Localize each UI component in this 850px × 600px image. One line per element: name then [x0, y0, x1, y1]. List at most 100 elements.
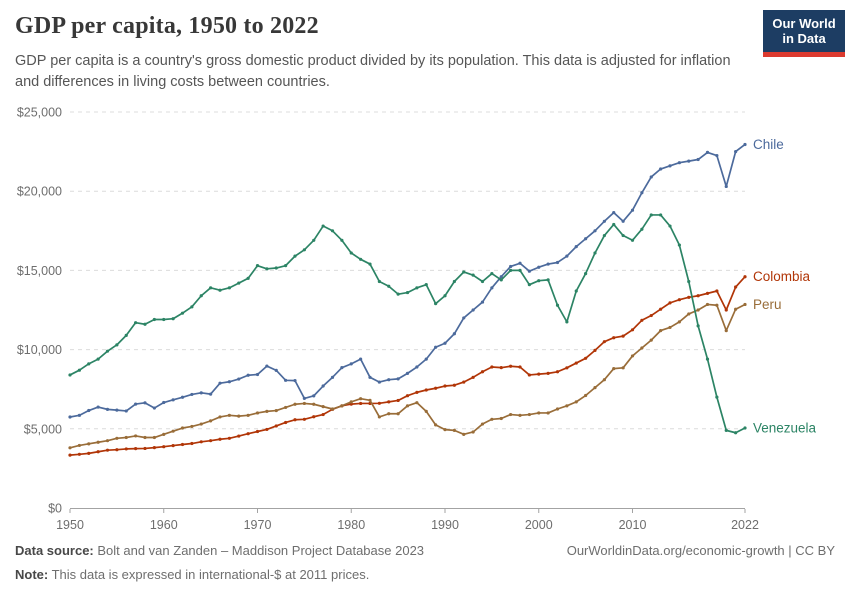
point-chile-2004 [574, 245, 578, 249]
point-chile-1954 [105, 407, 110, 411]
point-peru-1994 [480, 422, 485, 426]
point-colombia-2001 [546, 371, 550, 375]
point-chile-2001 [546, 262, 550, 266]
point-peru-1964 [199, 422, 203, 426]
y-tick-label-5000: $5,000 [24, 422, 62, 436]
point-venezuela-2001 [546, 278, 550, 282]
point-chile-2010 [630, 208, 635, 212]
point-chile-1976 [312, 394, 316, 398]
point-peru-1980 [349, 400, 353, 404]
data-source-line: Data source: Bolt and van Zanden – Maddi… [15, 543, 424, 558]
point-colombia-1970 [255, 429, 260, 434]
point-chile-1993 [471, 308, 475, 312]
point-colombia-1952 [87, 451, 91, 455]
line-peru[interactable] [69, 303, 746, 449]
point-chile-2018 [705, 150, 710, 154]
point-colombia-2013 [659, 307, 663, 311]
point-peru-1993 [471, 430, 475, 434]
point-colombia-1951 [77, 452, 81, 456]
point-chile-1975 [302, 396, 306, 400]
point-chile-1953 [96, 405, 100, 409]
point-chile-2003 [565, 254, 569, 258]
series-label-colombia[interactable]: Colombia [753, 269, 811, 284]
series-chile[interactable] [68, 142, 747, 419]
owid-logo[interactable]: Our World in Data [763, 10, 845, 57]
point-peru-1960 [162, 432, 166, 436]
logo-line-1: Our World [772, 16, 836, 31]
point-venezuela-1998 [518, 268, 522, 272]
point-venezuela-1979 [340, 238, 344, 242]
line-chile[interactable] [69, 143, 746, 418]
point-peru-1984 [387, 412, 391, 416]
y-tick-label-15000: $15,000 [17, 264, 62, 278]
point-chile-1986 [405, 371, 410, 375]
note-text: This data is expressed in international-… [48, 567, 370, 582]
series-colombia[interactable] [68, 275, 747, 457]
point-chile-2000 [537, 265, 541, 269]
point-colombia-1957 [134, 447, 138, 451]
point-peru-1981 [359, 397, 363, 401]
point-venezuela-2022 [743, 426, 747, 430]
series-venezuela[interactable] [68, 213, 747, 435]
point-venezuela-1971 [265, 267, 269, 271]
point-peru-2022 [743, 302, 747, 307]
point-peru-2019 [715, 303, 719, 307]
point-venezuela-1952 [87, 362, 91, 366]
owid-url-license[interactable]: OurWorldinData.org/economic-growth | CC … [566, 543, 835, 558]
point-peru-2021 [734, 307, 738, 311]
point-peru-1953 [96, 440, 100, 444]
point-venezuela-1972 [274, 266, 278, 270]
point-venezuela-1954 [105, 349, 110, 353]
point-chile-1987 [415, 365, 419, 369]
chart-subtitle: GDP per capita is a country's gross dome… [15, 53, 731, 90]
point-peru-1966 [218, 415, 222, 419]
point-colombia-2017 [696, 294, 700, 298]
point-colombia-2009 [621, 334, 625, 338]
point-colombia-1950 [68, 453, 72, 457]
point-colombia-1969 [246, 432, 250, 436]
point-venezuela-1966 [218, 288, 222, 292]
point-peru-1955 [115, 436, 119, 440]
point-colombia-2018 [705, 291, 710, 295]
y-tick-label-0: $0 [48, 502, 62, 516]
series-label-peru[interactable]: Peru [753, 297, 782, 312]
point-peru-1996 [499, 416, 503, 421]
point-chile-2016 [687, 159, 691, 163]
point-venezuela-1977 [321, 224, 325, 228]
point-colombia-2003 [565, 366, 569, 370]
point-peru-1965 [209, 419, 213, 423]
point-peru-2013 [659, 328, 663, 333]
point-venezuela-1980 [349, 251, 353, 255]
data-source-text: Bolt and van Zanden – Maddison Project D… [93, 543, 425, 558]
point-peru-1985 [396, 412, 400, 416]
point-colombia-1963 [190, 441, 194, 446]
point-venezuela-1969 [246, 276, 250, 280]
point-colombia-1955 [115, 448, 119, 452]
point-colombia-2008 [612, 336, 616, 340]
point-colombia-2006 [593, 348, 597, 352]
point-venezuela-1976 [312, 238, 316, 242]
point-venezuela-1991 [452, 279, 456, 284]
point-venezuela-2000 [537, 279, 541, 283]
point-chile-1979 [340, 366, 344, 370]
point-peru-2004 [574, 400, 578, 404]
point-chile-1994 [480, 300, 485, 304]
point-colombia-2016 [687, 295, 691, 299]
point-colombia-1980 [349, 402, 353, 406]
point-chile-1965 [209, 392, 213, 396]
point-chile-2011 [640, 191, 644, 195]
point-chile-2005 [584, 237, 588, 241]
point-chile-1955 [115, 408, 119, 412]
point-peru-1968 [237, 414, 241, 418]
series-peru[interactable] [68, 302, 747, 450]
point-venezuela-2013 [659, 213, 663, 217]
point-venezuela-1978 [330, 229, 335, 233]
series-label-chile[interactable]: Chile [753, 137, 784, 152]
point-colombia-1962 [180, 442, 185, 447]
point-venezuela-2009 [621, 233, 625, 238]
series-label-venezuela[interactable]: Venezuela [753, 421, 817, 436]
point-venezuela-1961 [171, 317, 175, 321]
point-colombia-1968 [237, 434, 241, 438]
point-chile-2006 [593, 229, 597, 233]
